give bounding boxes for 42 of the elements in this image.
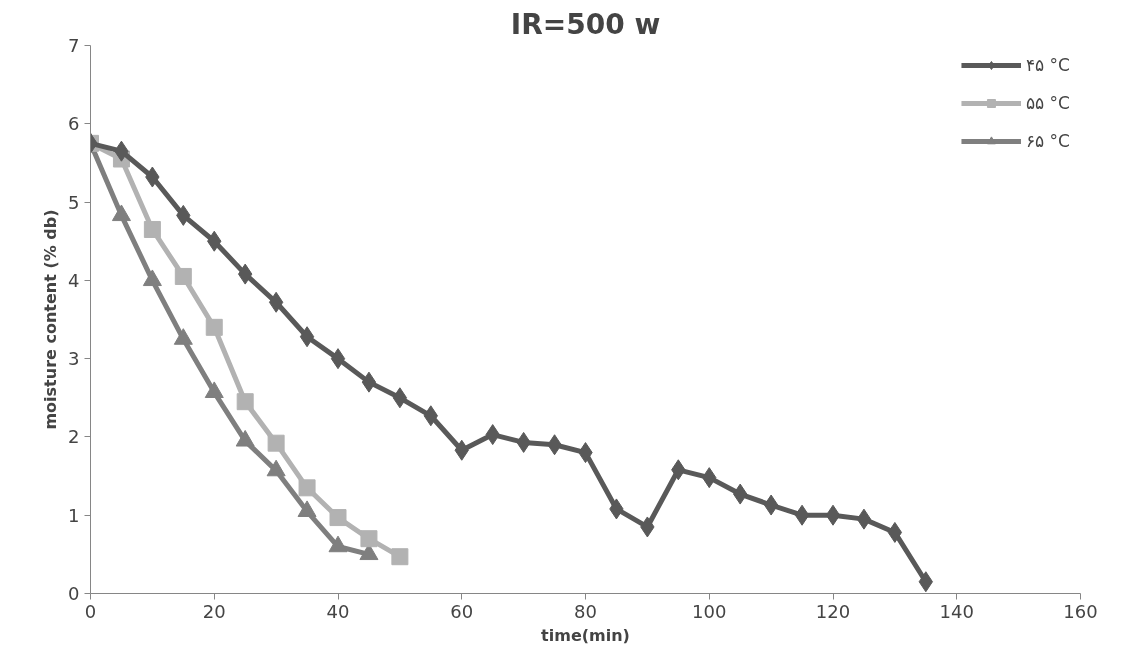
y-tick-label: 4 [68, 269, 80, 291]
chart-title: IR=500 w [510, 7, 661, 41]
point [856, 508, 872, 530]
x-tick-label: 160 [1063, 600, 1098, 622]
point [329, 509, 347, 527]
point [825, 504, 841, 526]
x-tick-label: 20 [202, 600, 226, 622]
point [268, 291, 284, 313]
y-tick-label: 2 [68, 426, 80, 448]
x-axis-title: time(min) [541, 625, 630, 645]
y-tick-label: 0 [68, 583, 80, 604]
legend-label: ۵۵ °C [1025, 93, 1070, 113]
point [205, 318, 223, 336]
x-tick-label: 140 [939, 600, 974, 622]
x-tick-label: 120 [815, 600, 851, 622]
point [236, 393, 254, 411]
point [361, 371, 377, 393]
y-tick-label: 7 [68, 35, 80, 56]
point [143, 220, 161, 238]
y-tick-label: 5 [68, 191, 80, 213]
point [392, 387, 408, 409]
point [267, 434, 285, 452]
point [174, 267, 192, 285]
y-tick-label: 3 [68, 348, 80, 370]
point [794, 504, 810, 526]
legend-label: ۶۵ °C [1025, 131, 1070, 151]
point [887, 521, 903, 543]
x-tick-label: 100 [692, 600, 727, 622]
point [763, 494, 779, 516]
point [360, 530, 378, 548]
x-tick-label: 60 [450, 600, 474, 622]
y-tick-label: 1 [68, 504, 80, 526]
x-tick-label: 40 [326, 600, 350, 622]
point [298, 479, 316, 497]
x-tick-label: 80 [574, 600, 597, 622]
y-tick-label: 6 [68, 113, 80, 135]
point [330, 348, 346, 370]
legend-label: ۴۵ °C [1025, 55, 1070, 75]
point [299, 326, 315, 348]
x-tick-label: 0 [84, 600, 97, 622]
point [391, 548, 409, 566]
y-axis-title: moisture content (% db) [41, 209, 61, 430]
